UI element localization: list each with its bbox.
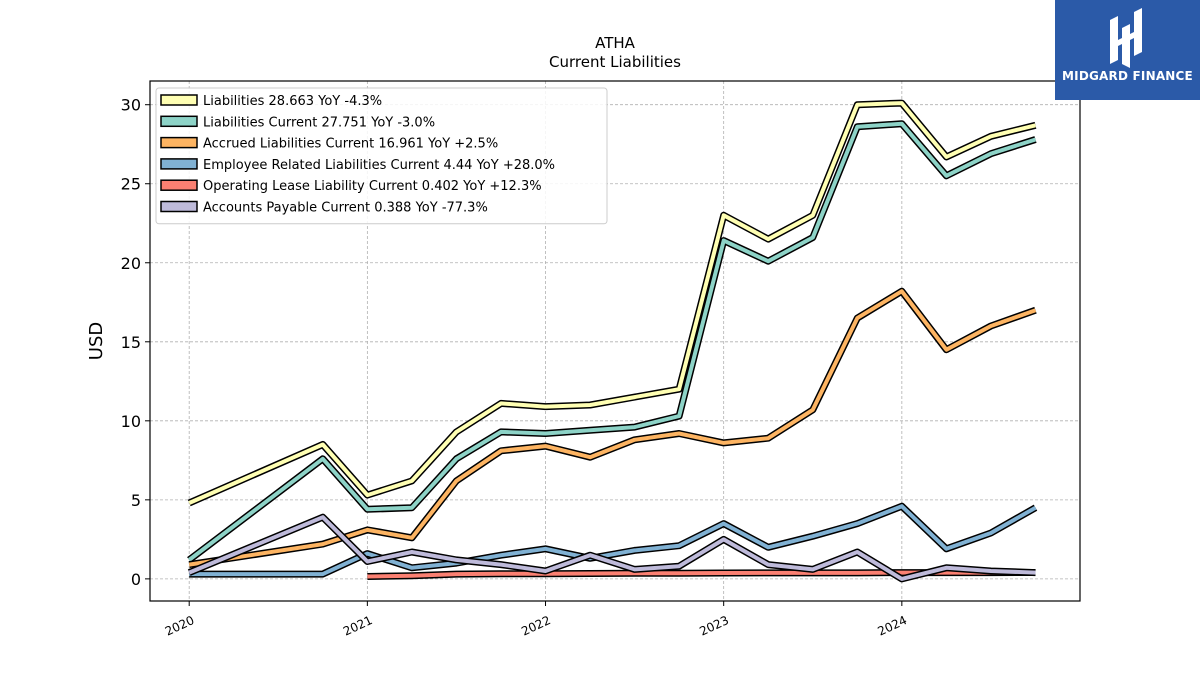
legend-label-5: Accounts Payable Current 0.388 YoY -77.3… bbox=[203, 201, 488, 216]
legend-swatch-5 bbox=[160, 200, 198, 213]
plot-frame bbox=[149, 80, 1081, 602]
y-tick-label: 10 bbox=[121, 412, 141, 431]
legend-label-3: Employee Related Liabilities Current 4.4… bbox=[203, 158, 555, 173]
legend-label-1: Liabilities Current 27.751 YoY -3.0% bbox=[203, 115, 435, 130]
legend-swatch-3 bbox=[160, 158, 198, 170]
y-tick-label: 20 bbox=[121, 254, 141, 273]
legend-label-0: Liabilities 28.663 YoY -4.3% bbox=[203, 94, 382, 109]
series-line-3 bbox=[189, 504, 1037, 577]
y-tick-label: 0 bbox=[131, 570, 141, 589]
x-tick-label: 2024 bbox=[876, 613, 910, 639]
legend-box bbox=[155, 87, 608, 225]
y-axis-label: USD bbox=[86, 322, 107, 360]
y-tick-label: 5 bbox=[131, 491, 141, 510]
series-line-5 bbox=[188, 515, 1036, 581]
brand-logo-mark-icon bbox=[1110, 8, 1142, 68]
x-tick-label: 2020 bbox=[163, 613, 197, 639]
series-line-2 bbox=[188, 289, 1037, 567]
legend-label-4: Operating Lease Liability Current 0.402 … bbox=[203, 179, 542, 194]
legend-swatch-2 bbox=[160, 136, 198, 149]
brand-logo-text: MIDGARD FINANCE bbox=[1062, 69, 1193, 83]
series-line-0 bbox=[188, 101, 1036, 505]
series-line-1 bbox=[187, 121, 1037, 562]
chart-subtitle: Current Liabilities bbox=[549, 53, 681, 71]
y-tick-label: 25 bbox=[121, 175, 141, 194]
y-tick-label: 15 bbox=[121, 333, 141, 352]
brand-logo: MIDGARD FINANCE bbox=[1055, 0, 1200, 100]
x-tick-label: 2023 bbox=[697, 613, 731, 639]
legend-swatch-4 bbox=[160, 179, 198, 191]
legend-swatch-1 bbox=[160, 115, 198, 128]
legend-swatch-0 bbox=[160, 94, 198, 106]
x-tick-label: 2021 bbox=[341, 613, 375, 639]
x-tick-label: 2022 bbox=[519, 613, 553, 639]
chart-title: ATHA bbox=[595, 34, 636, 52]
y-tick-label: 30 bbox=[121, 96, 141, 115]
legend-label-2: Accrued Liabilities Current 16.961 YoY +… bbox=[203, 137, 498, 152]
